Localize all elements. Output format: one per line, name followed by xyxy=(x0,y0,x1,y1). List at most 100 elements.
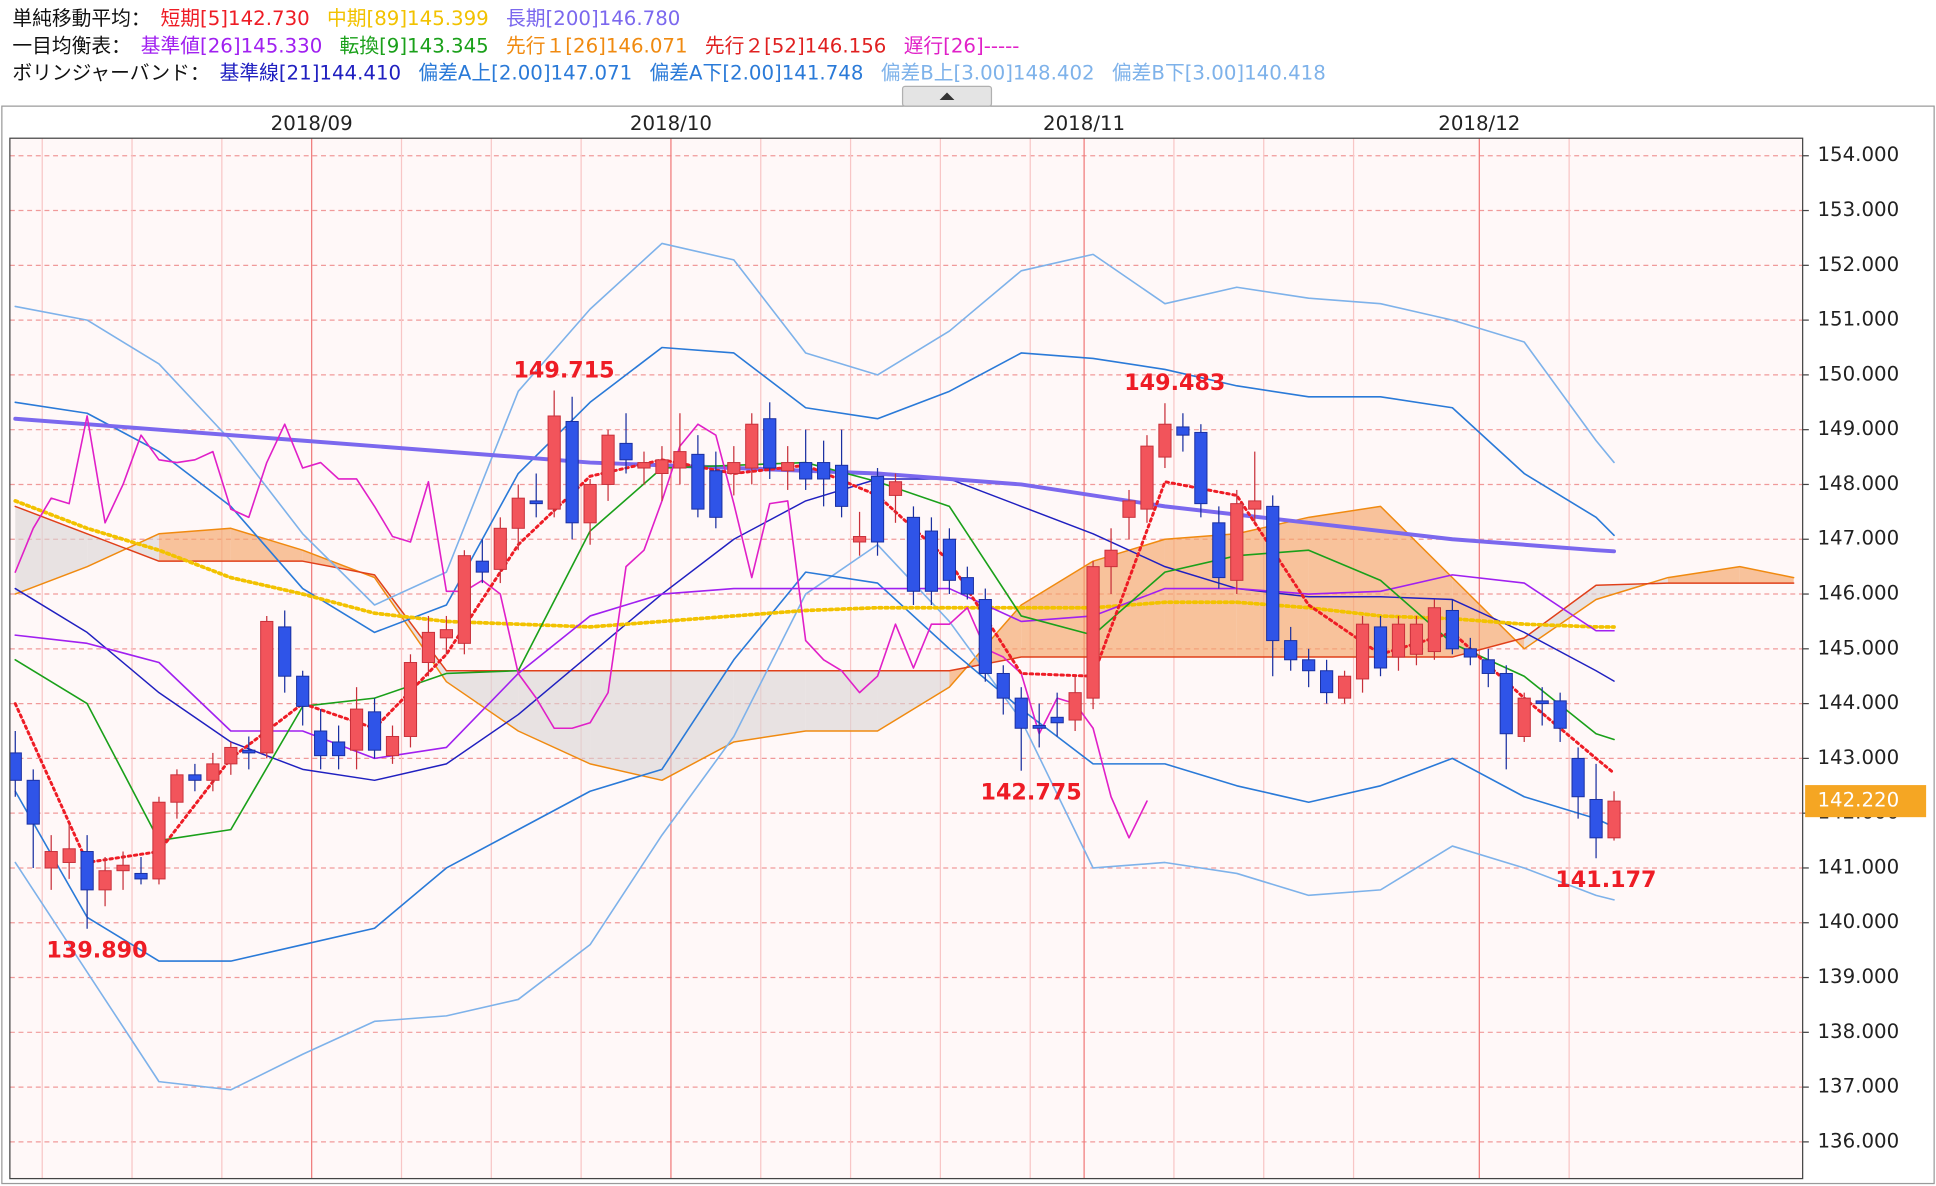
cloud-bearish xyxy=(805,670,878,731)
collapse-arrow[interactable] xyxy=(939,92,955,100)
cloud-bullish xyxy=(1739,566,1794,584)
y-tick-label: 153.000 xyxy=(1817,198,1899,221)
extreme-label: 141.177 xyxy=(1555,867,1656,893)
indicator-line xyxy=(14,543,1615,1091)
candle-body xyxy=(80,851,94,891)
candle-body xyxy=(1122,500,1136,518)
candle-body xyxy=(1589,798,1603,839)
candle-body xyxy=(152,801,166,880)
x-tick-label: 2018/10 xyxy=(630,112,712,135)
legend-item: 基準値[26]145.330 xyxy=(141,34,323,57)
cloud-bullish xyxy=(1164,533,1237,658)
candle-body xyxy=(44,851,58,869)
candle-body xyxy=(314,730,328,757)
cloud-bearish xyxy=(590,670,662,781)
y-tick-label: 137.000 xyxy=(1817,1075,1899,1098)
y-tick-label: 139.000 xyxy=(1817,965,1899,988)
legend-item: 中期[89]145.399 xyxy=(327,7,489,30)
candle-body xyxy=(457,555,471,644)
candle-body xyxy=(9,752,22,781)
collapse-button[interactable] xyxy=(901,85,993,107)
legend-item: 先行１[26]146.071 xyxy=(506,34,688,57)
candle-body xyxy=(978,599,992,674)
y-tick-label: 150.000 xyxy=(1817,362,1899,385)
candle-body xyxy=(1481,659,1495,674)
indicator-line xyxy=(14,574,1615,760)
x-tick-label: 2018/11 xyxy=(1043,112,1125,135)
candle-body xyxy=(673,451,687,469)
cloud-bullish xyxy=(158,528,231,562)
candle-body xyxy=(1248,500,1262,510)
cloud-bullish xyxy=(1667,566,1740,584)
candle-body xyxy=(242,749,256,754)
y-tick-label: 143.000 xyxy=(1817,746,1899,769)
candle-body xyxy=(583,483,597,524)
legend-item: 基準線[21]144.410 xyxy=(220,62,402,85)
cloud-bearish xyxy=(446,670,519,731)
candle-body xyxy=(655,459,669,475)
indicator-line xyxy=(14,415,1148,839)
candle-body xyxy=(206,763,220,781)
extreme-label: 139.890 xyxy=(46,937,147,963)
candle-body xyxy=(1104,549,1118,568)
candle-body xyxy=(745,423,759,469)
candle-body xyxy=(296,675,310,707)
candle-body xyxy=(493,527,507,570)
candle-body xyxy=(1212,522,1226,579)
legend-item: 遅行[26]----- xyxy=(904,34,1020,57)
candle-body xyxy=(691,453,705,510)
candle-body xyxy=(547,415,561,510)
candle-body xyxy=(1050,716,1064,724)
candle-body xyxy=(1086,566,1100,699)
candle-body xyxy=(906,516,921,592)
candle-body xyxy=(781,462,795,472)
y-tick-label: 145.000 xyxy=(1817,636,1899,659)
candle-body xyxy=(1535,700,1549,705)
candle-body xyxy=(1373,626,1388,669)
extreme-label: 149.483 xyxy=(1124,370,1225,396)
x-tick-label: 2018/09 xyxy=(271,112,353,135)
candle-body xyxy=(1176,426,1190,436)
candle-body xyxy=(888,481,903,496)
candle-body xyxy=(511,497,525,529)
candle-body xyxy=(637,462,651,469)
x-tick-label: 2018/12 xyxy=(1438,112,1520,135)
candle-body xyxy=(1607,800,1621,839)
legend-row-label: 単純移動平均： xyxy=(12,7,150,30)
legend-item: 偏差B下[3.00]140.418 xyxy=(1112,62,1326,85)
y-tick-label: 154.000 xyxy=(1817,143,1899,166)
candle-body xyxy=(1140,445,1154,510)
legend-item: 偏差B上[3.00]148.402 xyxy=(881,62,1095,85)
candle-body xyxy=(98,870,112,891)
candle-body xyxy=(367,711,382,751)
candle-body xyxy=(1230,503,1244,581)
candle-body xyxy=(1571,757,1585,798)
candle-body xyxy=(709,470,723,518)
candle-body xyxy=(439,629,453,639)
y-tick-label: 152.000 xyxy=(1817,253,1899,276)
plot-area xyxy=(9,138,1803,1179)
candle-body xyxy=(1302,659,1316,672)
indicator-line xyxy=(14,571,1615,962)
candle-body xyxy=(349,708,364,751)
y-tick-label: 138.000 xyxy=(1817,1020,1899,1043)
candle-body xyxy=(1409,623,1424,655)
candle-body xyxy=(763,418,777,469)
extreme-label: 142.775 xyxy=(981,779,1082,805)
candle-body xyxy=(1320,670,1334,694)
candle-body xyxy=(960,577,974,595)
last-price-box xyxy=(1805,785,1927,818)
leading-span-1 xyxy=(14,505,1795,782)
y-tick-label: 136.000 xyxy=(1817,1129,1899,1152)
candle-body xyxy=(1158,423,1172,458)
candle-body xyxy=(134,872,148,880)
y-tick-label: 151.000 xyxy=(1817,308,1899,331)
candle-body xyxy=(619,442,633,461)
plot-border xyxy=(9,137,1804,1180)
y-tick-label: 148.000 xyxy=(1817,472,1899,495)
candle-body xyxy=(1499,672,1513,735)
candle-body xyxy=(26,779,40,825)
candle-body xyxy=(278,626,292,677)
cloud-bullish xyxy=(230,528,303,562)
